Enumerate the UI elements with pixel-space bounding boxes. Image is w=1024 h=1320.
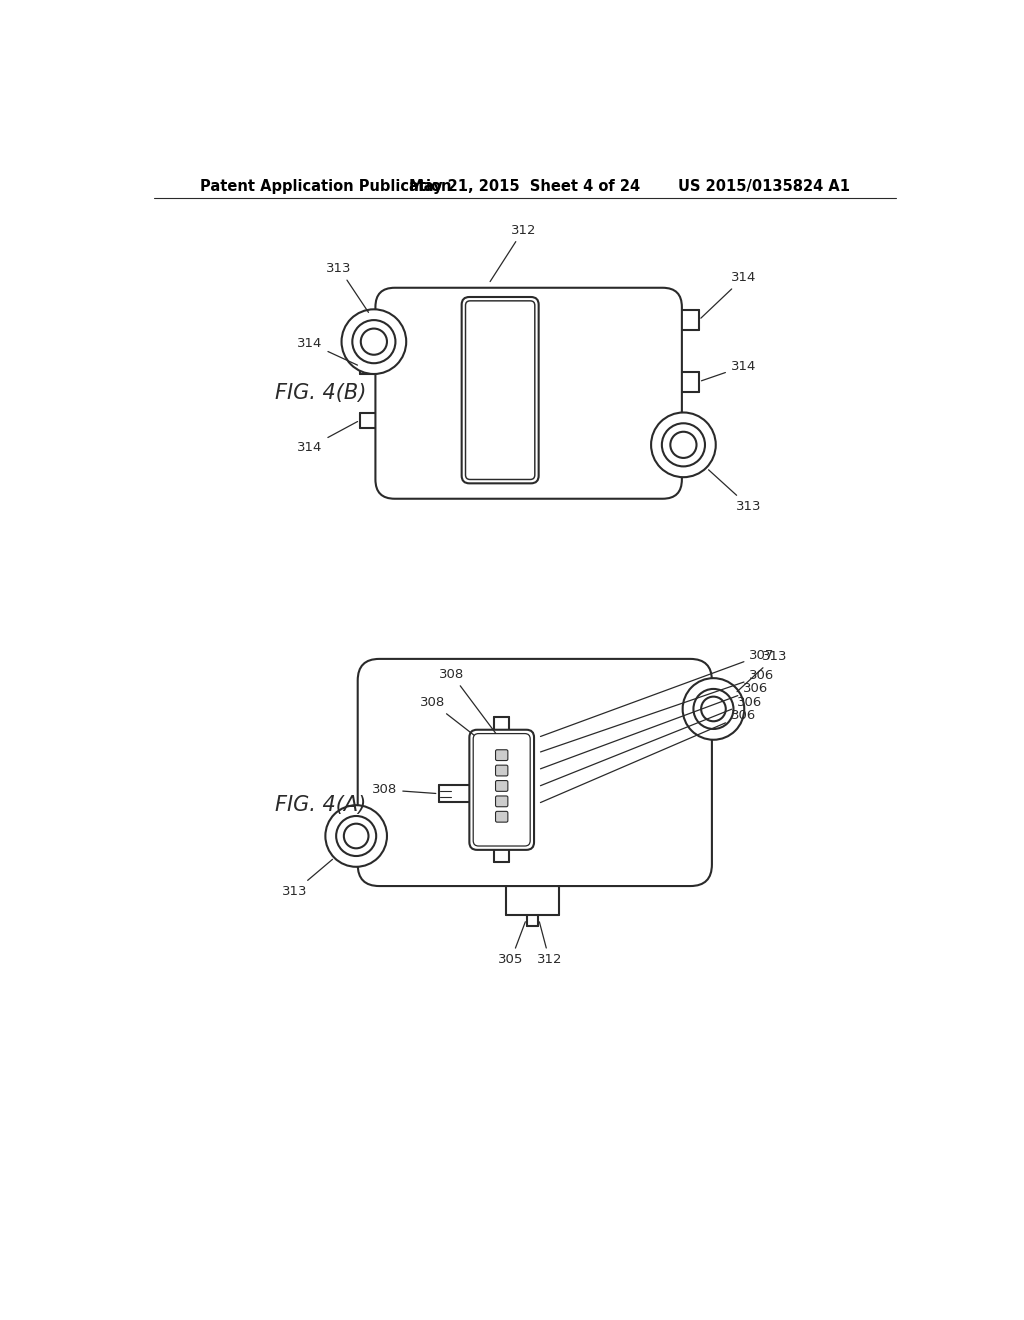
FancyBboxPatch shape bbox=[357, 659, 712, 886]
FancyBboxPatch shape bbox=[473, 734, 530, 846]
Text: FIG. 4(A): FIG. 4(A) bbox=[275, 795, 367, 816]
Circle shape bbox=[360, 329, 387, 355]
Text: 312: 312 bbox=[537, 921, 562, 966]
Text: 308: 308 bbox=[420, 696, 500, 755]
FancyBboxPatch shape bbox=[496, 750, 508, 760]
FancyBboxPatch shape bbox=[469, 730, 535, 850]
Circle shape bbox=[352, 321, 395, 363]
Circle shape bbox=[701, 697, 726, 721]
Text: 313: 313 bbox=[327, 261, 369, 313]
Circle shape bbox=[671, 432, 696, 458]
Text: US 2015/0135824 A1: US 2015/0135824 A1 bbox=[678, 180, 850, 194]
Text: 314: 314 bbox=[297, 337, 357, 366]
Text: 312: 312 bbox=[490, 223, 536, 281]
Circle shape bbox=[336, 816, 376, 857]
Text: May 21, 2015  Sheet 4 of 24: May 21, 2015 Sheet 4 of 24 bbox=[410, 180, 640, 194]
Text: 308: 308 bbox=[439, 668, 500, 739]
Text: 314: 314 bbox=[700, 271, 756, 318]
Text: 308: 308 bbox=[372, 783, 436, 796]
FancyBboxPatch shape bbox=[376, 288, 682, 499]
Circle shape bbox=[693, 689, 733, 729]
Text: FIG. 4(B): FIG. 4(B) bbox=[275, 383, 367, 403]
Text: 313: 313 bbox=[282, 859, 333, 898]
FancyBboxPatch shape bbox=[496, 780, 508, 792]
Text: 314: 314 bbox=[701, 360, 756, 380]
Circle shape bbox=[683, 678, 744, 739]
Text: 306: 306 bbox=[541, 696, 762, 785]
Text: 313: 313 bbox=[709, 470, 762, 513]
FancyBboxPatch shape bbox=[496, 796, 508, 807]
Text: 313: 313 bbox=[737, 649, 787, 692]
Circle shape bbox=[662, 424, 705, 466]
Circle shape bbox=[344, 824, 369, 849]
Circle shape bbox=[651, 413, 716, 478]
FancyBboxPatch shape bbox=[466, 301, 535, 479]
Text: 305: 305 bbox=[499, 921, 525, 966]
Text: 314: 314 bbox=[297, 421, 357, 454]
Text: 306: 306 bbox=[541, 682, 768, 768]
Text: Patent Application Publication: Patent Application Publication bbox=[200, 180, 452, 194]
FancyBboxPatch shape bbox=[496, 766, 508, 776]
FancyBboxPatch shape bbox=[496, 812, 508, 822]
Text: 306: 306 bbox=[541, 669, 774, 752]
Circle shape bbox=[326, 805, 387, 867]
Circle shape bbox=[342, 309, 407, 374]
Text: 307: 307 bbox=[541, 648, 774, 737]
FancyBboxPatch shape bbox=[462, 297, 539, 483]
Text: 306: 306 bbox=[541, 709, 756, 803]
